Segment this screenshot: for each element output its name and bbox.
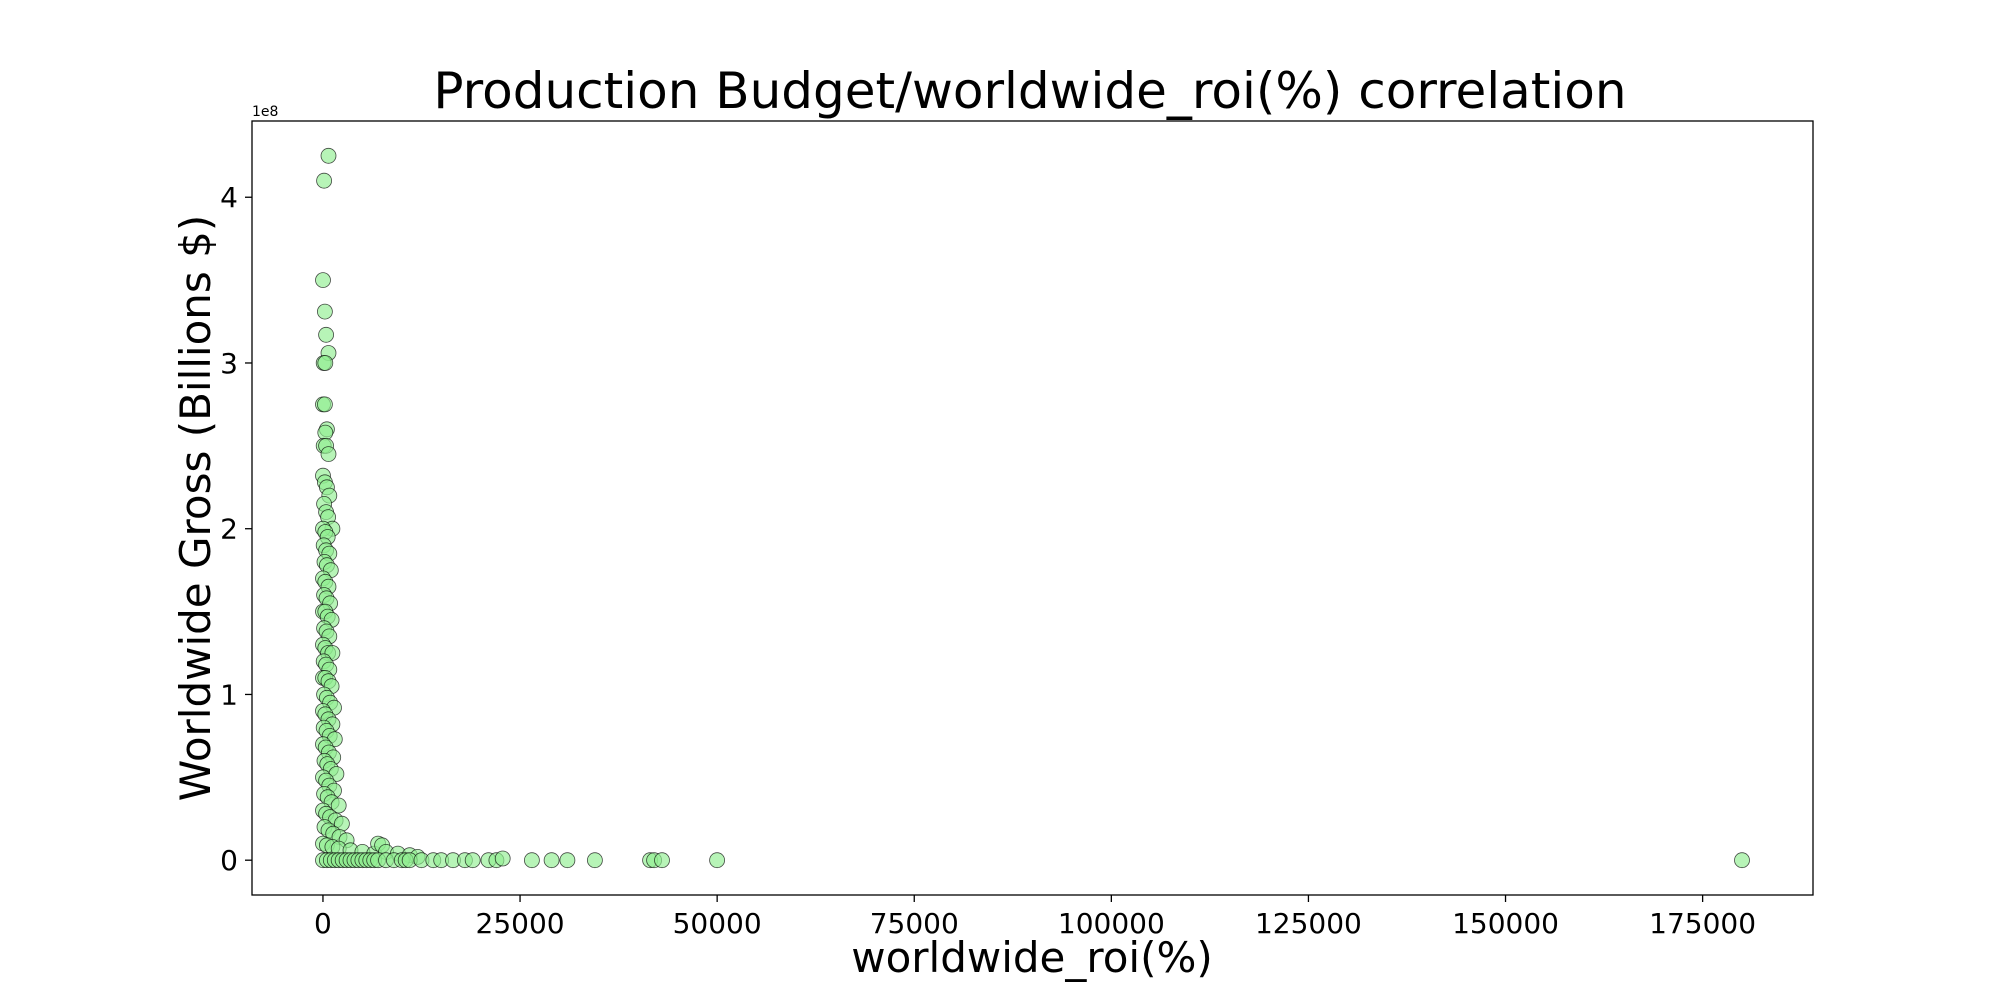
data-point (330, 797, 347, 814)
y-tick-label: 2 (220, 513, 238, 546)
x-tick-label: 150000 (1452, 907, 1559, 940)
y-tick-label: 4 (220, 181, 238, 214)
data-point (654, 852, 670, 869)
data-point (543, 852, 560, 869)
scatter-points (315, 147, 1750, 869)
data-point (317, 424, 334, 441)
x-tick-label: 175000 (1649, 907, 1756, 940)
y-tick-label: 3 (220, 347, 238, 380)
x-tick-label: 75000 (870, 907, 959, 940)
data-point (318, 326, 335, 343)
y-axis: 0 1 2 3 4 (220, 181, 252, 877)
x-tick-label: 125000 (1255, 907, 1362, 940)
x-tick-label: 25000 (476, 907, 565, 940)
x-tick-label: 100000 (1058, 907, 1165, 940)
data-point (494, 850, 511, 867)
data-point (320, 147, 337, 164)
data-point (320, 446, 337, 463)
y-offset-label: 1e8 (252, 104, 278, 120)
data-point (316, 172, 333, 189)
data-point (317, 355, 334, 371)
data-point (524, 852, 540, 869)
y-axis-label: Worldwide Gross (Billions $) (171, 215, 220, 801)
data-point (315, 272, 331, 289)
x-tick-label: 50000 (673, 907, 762, 940)
y-tick-label: 0 (220, 844, 238, 877)
data-point (316, 396, 333, 413)
plot-frame (251, 120, 1814, 896)
x-tick-label: 0 (314, 907, 332, 940)
y-tick-label: 1 (220, 678, 238, 711)
data-point (587, 852, 603, 869)
x-axis-label: worldwide_roi(%) (851, 933, 1213, 982)
data-point (559, 852, 576, 869)
data-point (709, 852, 725, 869)
chart-title: Production Budget/worldwide_roi(%) corre… (433, 62, 1626, 120)
data-point (1734, 852, 1750, 869)
x-axis: 0 25000 50000 75000 100000 125000 150000 175000 (314, 895, 1756, 940)
data-point (316, 303, 333, 320)
data-point (464, 852, 481, 869)
